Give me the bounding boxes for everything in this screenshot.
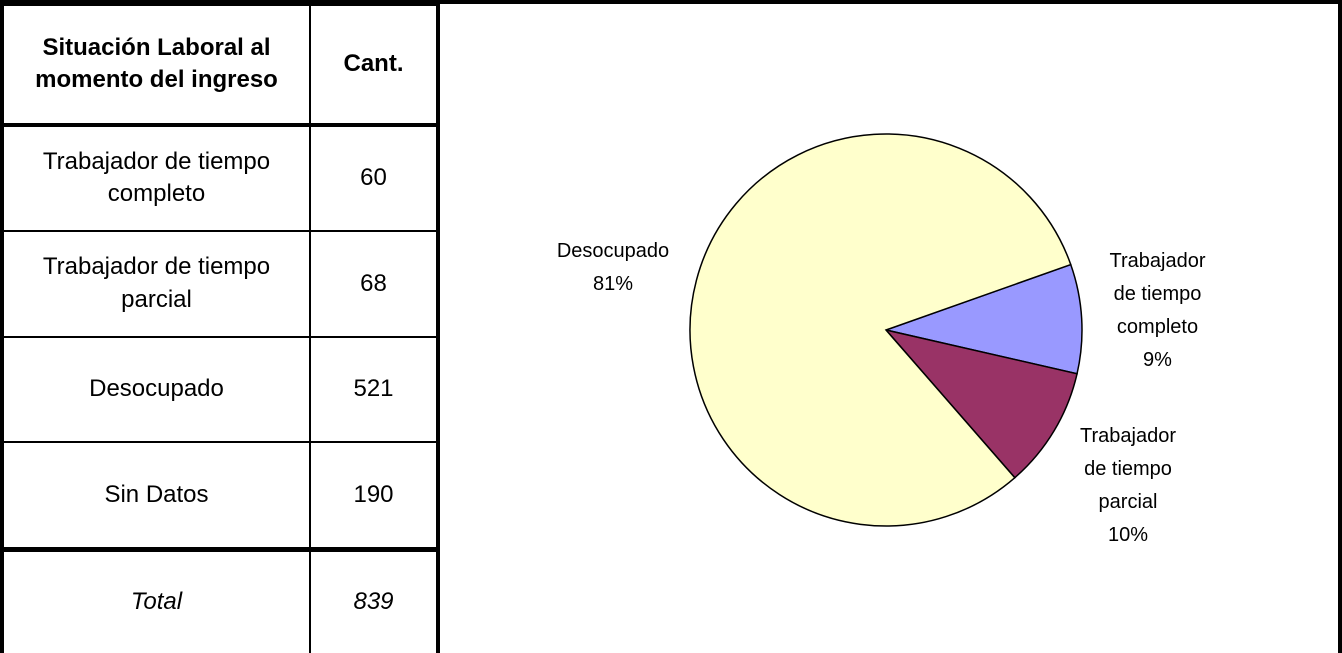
pie-chart — [689, 133, 1083, 527]
cell: 521 — [309, 335, 440, 444]
slice-value-label: 9% — [1143, 349, 1172, 371]
slice-label: Trabajador de tiempo parcial — [1080, 425, 1176, 513]
data-table: Situación Laboral al momento del ingreso… — [4, 4, 440, 653]
cell: Trabajador de tiempo completo — [4, 123, 311, 233]
slice-value-label: 81% — [592, 273, 634, 295]
cell: Total — [4, 546, 311, 653]
pie-slice — [689, 133, 1072, 527]
total-row: Total 839 — [4, 546, 440, 653]
cell: 68 — [309, 230, 440, 338]
slice-label: Trabajador de tiempo completo — [1109, 250, 1206, 338]
slice-value-label: 10% — [1107, 524, 1149, 546]
header-cell: Cant. — [309, 4, 440, 127]
row: Sin Datos 190 — [4, 441, 440, 551]
row: Trabajador de tiempo parcial 68 — [4, 230, 440, 338]
row: Trabajador de tiempo completo 60 — [4, 123, 440, 233]
cell: Sin Datos — [4, 441, 311, 551]
cell: Desocupado — [4, 335, 311, 444]
cell: 190 — [309, 441, 440, 551]
pie-slice — [883, 263, 1083, 375]
cell: 839 — [309, 546, 440, 653]
cell: Trabajador de tiempo parcial — [4, 230, 311, 338]
pie-slice — [883, 328, 1078, 479]
slice-label: Desocupado — [556, 240, 670, 262]
header-cell: Situación Laboral al momento del ingreso — [4, 4, 311, 127]
header-row: Situación Laboral al momento del ingreso… — [4, 4, 440, 127]
cell: 60 — [309, 123, 440, 233]
row: Desocupado 521 — [4, 335, 440, 444]
